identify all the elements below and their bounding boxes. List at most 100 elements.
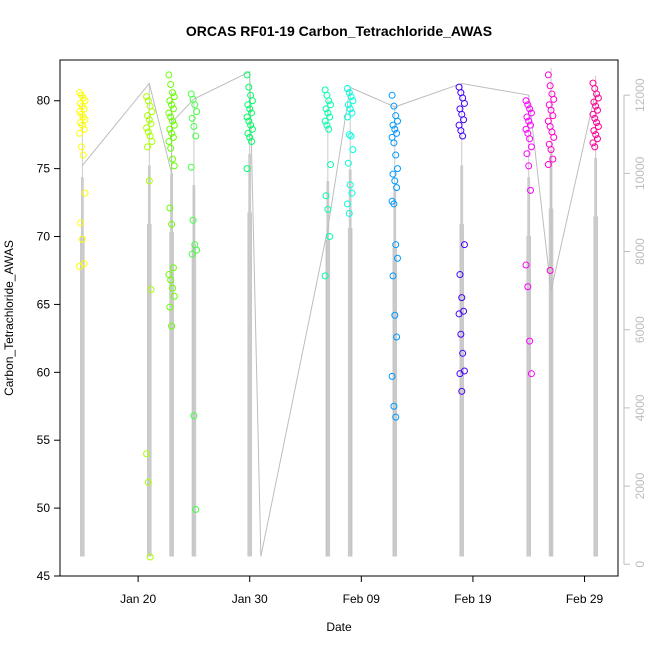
data-point — [393, 333, 401, 341]
data-point — [166, 125, 174, 133]
data-point — [146, 553, 154, 561]
data-point — [345, 89, 353, 97]
data-point — [394, 117, 401, 125]
y-tick-label: 75 — [37, 162, 51, 176]
data-point — [546, 266, 554, 274]
data-point — [527, 121, 535, 129]
data-point — [169, 133, 177, 141]
data-point — [347, 93, 355, 101]
data-point — [169, 105, 177, 113]
data-point — [523, 113, 531, 121]
data-point — [527, 186, 535, 194]
data-point — [248, 137, 256, 145]
data-point — [145, 177, 153, 185]
data-point — [389, 272, 397, 280]
data-point — [343, 85, 351, 93]
data-point — [389, 121, 397, 129]
data-point — [248, 97, 256, 105]
data-point — [323, 121, 331, 129]
data-point — [547, 146, 555, 154]
data-point — [190, 412, 198, 420]
data-point — [388, 91, 396, 99]
data-point — [458, 387, 466, 395]
data-point — [193, 246, 201, 254]
data-point — [524, 283, 532, 291]
data-point — [591, 143, 599, 151]
data-point — [526, 135, 534, 143]
y-tick-label: 80 — [37, 94, 51, 108]
data-point — [525, 117, 533, 125]
data-point — [458, 294, 466, 302]
data-point — [344, 101, 352, 109]
data-point — [390, 200, 398, 208]
x-tick-label: Feb 29 — [566, 592, 604, 606]
data-point — [169, 284, 176, 292]
data-point — [243, 71, 251, 79]
data-point — [390, 102, 398, 110]
data-point — [80, 125, 88, 133]
data-point — [143, 93, 151, 101]
data-point — [389, 170, 397, 178]
data-point — [345, 131, 353, 139]
data-point — [326, 233, 334, 241]
data-point — [187, 163, 195, 171]
data-point — [76, 129, 84, 137]
data-point — [592, 131, 600, 139]
secondary-y-tick-label: 8000 — [633, 238, 647, 265]
data-point — [591, 114, 599, 122]
data-point — [345, 209, 353, 217]
data-point — [455, 310, 463, 318]
data-point — [457, 330, 465, 338]
data-point — [170, 121, 178, 129]
data-point — [192, 132, 200, 140]
data-point — [321, 117, 329, 125]
data-point — [145, 116, 153, 124]
data-point — [456, 370, 464, 378]
data-point — [459, 132, 467, 140]
data-point — [165, 137, 173, 145]
data-point — [526, 337, 534, 345]
data-point — [391, 177, 399, 185]
data-point — [550, 133, 558, 141]
data-point — [550, 95, 558, 103]
data-point — [166, 204, 174, 212]
data-point — [248, 125, 256, 133]
data-point — [192, 505, 200, 513]
data-point — [391, 311, 399, 319]
data-point — [348, 109, 356, 117]
data-point — [326, 113, 334, 121]
x-tick-label: Jan 20 — [120, 592, 156, 606]
data-point — [593, 106, 601, 114]
data-point — [522, 125, 530, 133]
data-point — [81, 189, 89, 197]
data-point — [549, 155, 557, 163]
data-point — [245, 83, 253, 91]
data-point — [324, 109, 332, 117]
data-point — [343, 113, 351, 121]
data-point — [394, 254, 401, 262]
data-point — [190, 123, 198, 131]
data-point — [167, 80, 175, 88]
secondary-y-tick-label: 12000 — [633, 78, 647, 112]
data-point — [188, 114, 196, 122]
data-point — [167, 113, 175, 121]
secondary-y-tick-label: 2000 — [633, 472, 647, 499]
data-point — [79, 151, 87, 159]
data-point — [188, 250, 196, 258]
data-point — [391, 125, 399, 133]
data-point — [392, 413, 400, 421]
data-point — [169, 264, 177, 272]
data-point — [456, 271, 464, 279]
data-point — [393, 129, 401, 137]
data-point — [244, 129, 252, 137]
secondary-y-tick-label: 0 — [633, 561, 647, 568]
y-axis-label: Carbon_Tetrachloride_AWAS — [2, 240, 16, 396]
data-point — [590, 127, 598, 135]
data-point — [394, 165, 401, 173]
data-point — [392, 241, 400, 249]
data-point — [390, 402, 398, 410]
data-point — [589, 110, 597, 118]
data-point — [166, 303, 174, 311]
data-point — [322, 192, 330, 200]
